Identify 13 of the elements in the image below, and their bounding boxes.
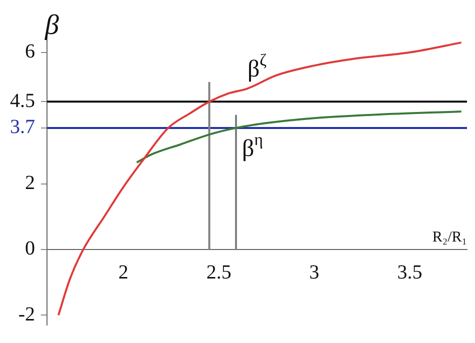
- x-axis-title: R₂/R₁: [432, 229, 467, 246]
- x-tick-label: 2.5: [206, 262, 232, 284]
- line-series: [136, 110, 462, 164]
- x-tick-label: 2: [118, 262, 128, 284]
- x-tick-label: 3.5: [397, 262, 422, 284]
- y-tick-label: 2: [25, 172, 35, 194]
- y-tick-label: 3.7: [10, 116, 35, 138]
- y-tick-label: -2: [18, 303, 35, 326]
- y-tick-label: 4.5: [10, 90, 35, 112]
- y-tick-label: 0: [25, 238, 35, 260]
- x-tick-label: 3: [309, 262, 320, 284]
- y-axis-title: β: [44, 10, 59, 41]
- y-tick-label: 6: [25, 40, 35, 63]
